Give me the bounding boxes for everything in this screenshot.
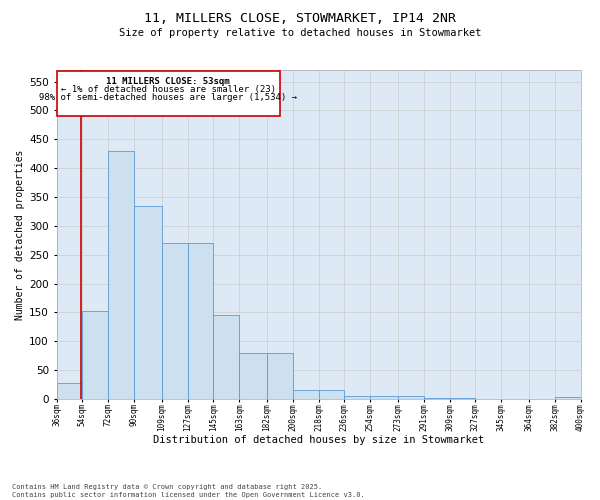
Bar	[214, 315, 239, 399]
Text: Contains HM Land Registry data © Crown copyright and database right 2025.
Contai: Contains HM Land Registry data © Crown c…	[12, 484, 365, 498]
Bar	[344, 396, 370, 399]
Text: 98% of semi-detached houses are larger (1,534) →: 98% of semi-detached houses are larger (…	[39, 93, 297, 102]
Bar	[554, 397, 581, 399]
Bar	[134, 206, 161, 399]
Text: ← 1% of detached houses are smaller (23): ← 1% of detached houses are smaller (23)	[61, 85, 275, 94]
X-axis label: Distribution of detached houses by size in Stowmarket: Distribution of detached houses by size …	[153, 435, 484, 445]
Bar	[109, 151, 134, 399]
Bar	[161, 243, 188, 399]
Bar	[239, 353, 267, 399]
Bar	[370, 396, 398, 399]
Bar	[56, 384, 82, 399]
Bar	[267, 353, 293, 399]
Y-axis label: Number of detached properties: Number of detached properties	[15, 150, 25, 320]
Text: Size of property relative to detached houses in Stowmarket: Size of property relative to detached ho…	[119, 28, 481, 38]
Bar	[293, 390, 319, 399]
Bar	[82, 311, 109, 399]
FancyBboxPatch shape	[56, 71, 280, 116]
Bar	[424, 398, 449, 399]
Text: 11 MILLERS CLOSE: 53sqm: 11 MILLERS CLOSE: 53sqm	[106, 77, 230, 86]
Bar	[449, 398, 475, 399]
Bar	[398, 396, 424, 399]
Bar	[188, 243, 214, 399]
Bar	[319, 390, 344, 399]
Text: 11, MILLERS CLOSE, STOWMARKET, IP14 2NR: 11, MILLERS CLOSE, STOWMARKET, IP14 2NR	[144, 12, 456, 26]
